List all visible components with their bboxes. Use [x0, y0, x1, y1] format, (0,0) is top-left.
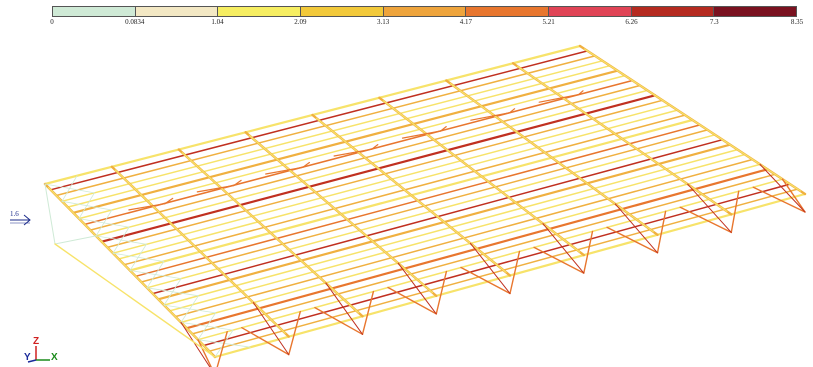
scale-arrow-icon: [10, 214, 31, 226]
truss-member: [759, 163, 806, 213]
truss-member: [241, 327, 290, 356]
truss-member: [509, 108, 516, 114]
truss-member: [146, 261, 165, 289]
truss-member: [164, 197, 174, 205]
legend-segment: [631, 7, 715, 16]
legend-color-bar: [52, 6, 797, 17]
truss-member: [180, 295, 199, 323]
truss-member: [401, 130, 442, 139]
axis-z-label: Z: [33, 336, 40, 347]
truss-member: [248, 134, 433, 294]
truss-structure: [43, 44, 807, 367]
truss-member: [325, 282, 363, 335]
truss-member: [233, 179, 242, 187]
truss-member: [54, 235, 97, 245]
truss-member: [216, 331, 228, 367]
legend-segment: [301, 7, 384, 16]
legend-tick-label: 7.3: [709, 18, 719, 26]
truss-member: [44, 183, 56, 245]
truss-member: [361, 290, 375, 335]
scale-label: 1.6: [10, 210, 19, 218]
truss-member: [315, 117, 507, 273]
truss-member: [314, 306, 364, 335]
color-legend: 0 0.0834 1.04 2.09 3.13 4.17 5.21 6.26 7.3 8.35: [50, 6, 803, 32]
truss-member: [333, 148, 373, 157]
legend-segment: [714, 7, 797, 16]
truss-member: [679, 206, 732, 234]
truss-member: [371, 143, 379, 150]
truss-member: [397, 262, 437, 315]
truss-member: [196, 184, 235, 193]
legend-tick-label: 5.21: [542, 18, 555, 26]
truss-member: [509, 250, 521, 295]
truss-member: [730, 190, 740, 234]
truss-member: [583, 48, 802, 192]
legend-segment: [466, 7, 550, 16]
truss-member: [583, 230, 594, 274]
truss-member: [533, 246, 585, 274]
truss-member: [197, 312, 217, 341]
truss-member: [78, 192, 95, 220]
legend-segment: [53, 7, 136, 16]
truss-member: [112, 226, 130, 254]
truss-member: [577, 90, 584, 96]
legend-tick-label: 1.04: [211, 18, 224, 26]
truss-member: [614, 203, 658, 254]
truss-member: [470, 242, 511, 294]
legend-tick-label: 8.35: [790, 18, 804, 26]
truss-member: [114, 169, 286, 334]
truss-member: [752, 186, 806, 213]
truss-member: [387, 286, 437, 315]
truss-member: [781, 178, 806, 213]
truss-member: [449, 82, 654, 233]
axis-y-label: Y: [24, 352, 31, 363]
truss-member: [197, 339, 212, 367]
legend-tick-label: 2.09: [294, 18, 307, 26]
truss-member: [302, 161, 310, 168]
legend-tick-label: 4.17: [459, 18, 472, 26]
truss-member: [516, 65, 728, 212]
model-viewport[interactable]: [0, 34, 813, 367]
truss-member: [656, 210, 667, 254]
truss-member: [288, 310, 301, 356]
truss-member: [538, 93, 580, 103]
truss-member: [382, 100, 581, 253]
axis-triad-icon: Z X Y: [24, 336, 64, 366]
axis-x-label: X: [51, 352, 58, 363]
truss-member: [181, 152, 360, 314]
truss-member: [180, 321, 211, 367]
legend-segment: [383, 7, 467, 16]
truss-member: [542, 223, 585, 274]
truss-member: [95, 209, 113, 237]
truss-member: [128, 203, 166, 211]
truss-member: [470, 112, 511, 121]
truss-member: [129, 243, 147, 271]
truss-member: [460, 266, 511, 295]
truss-member: [440, 125, 447, 132]
truss-member: [687, 183, 732, 233]
legend-tick-label: 6.26: [625, 18, 638, 26]
legend-segment: [218, 7, 302, 16]
truss-member: [54, 243, 216, 358]
legend-segment: [135, 7, 219, 16]
truss-member: [163, 278, 182, 306]
truss-member: [606, 226, 659, 254]
legend-tick-label: 0: [50, 18, 54, 26]
truss-member: [435, 270, 448, 315]
truss-member: [61, 175, 78, 202]
legend-segment: [549, 7, 632, 16]
legend-tick-label: 0.0834: [125, 18, 145, 26]
truss-member: [252, 302, 290, 356]
truss-member: [265, 166, 304, 175]
legend-tick-label: 3.13: [376, 18, 390, 26]
